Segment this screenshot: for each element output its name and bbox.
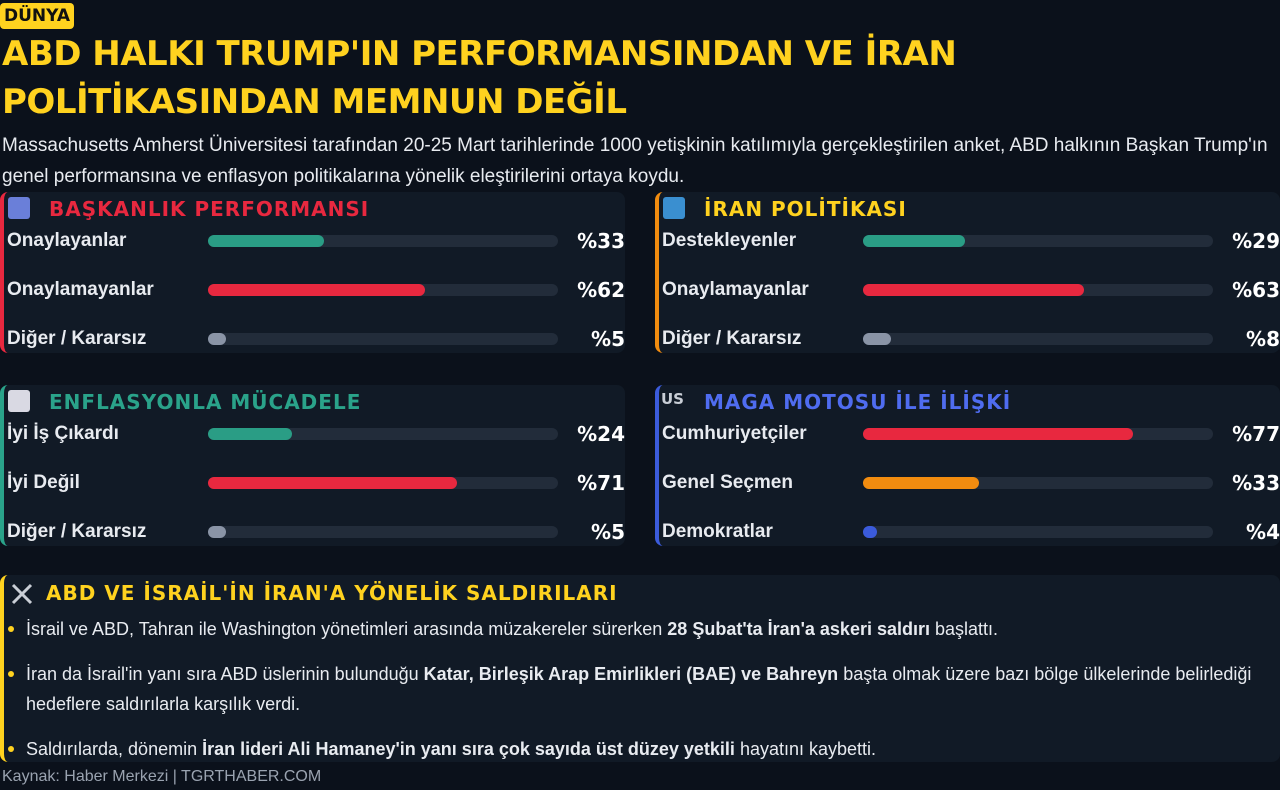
row-label: Destekleyenler xyxy=(662,230,797,251)
lead: Massachusetts Amherst Üniversitesi taraf… xyxy=(2,135,1268,187)
bar xyxy=(208,333,226,345)
panel-icon: US xyxy=(661,390,684,408)
row-label: İyi Değil xyxy=(7,472,80,493)
row-label: İyi İş Çıkardı xyxy=(7,423,119,444)
bullet xyxy=(8,626,14,632)
bar xyxy=(208,284,425,296)
value-label: %4 xyxy=(1246,520,1280,544)
bar-track xyxy=(208,526,558,538)
note-item: İsrail ve ABD, Tahran ile Washington yön… xyxy=(26,614,1266,644)
row-label: Onaylamayanlar xyxy=(662,279,809,300)
panel-icon xyxy=(663,197,685,219)
value-label: %62 xyxy=(577,278,625,302)
headline: ABD HALKI TRUMP'IN PERFORMANSINDAN VE İR… xyxy=(2,34,957,122)
bullet xyxy=(8,671,14,677)
panel-title: İRAN POLİTİKASI xyxy=(704,197,907,221)
row-label: Genel Seçmen xyxy=(662,472,793,493)
panel-icon xyxy=(8,197,30,219)
emphasis: 28 Şubat'ta İran'a askeri saldırı xyxy=(667,619,930,639)
value-label: %33 xyxy=(1232,471,1280,495)
panel-title: BAŞKANLIK PERFORMANSI xyxy=(49,197,370,221)
bar-track xyxy=(863,526,1213,538)
chart-panel xyxy=(0,385,625,546)
chart-panel xyxy=(655,192,1280,353)
row-label: Cumhuriyetçiler xyxy=(662,423,807,444)
bar xyxy=(863,284,1084,296)
text: başta olmak üzere bazı bölge ülkelerinde… xyxy=(26,664,1252,714)
text: İran da İsrail'in yanı sıra ABD üslerini… xyxy=(26,664,424,684)
value-label: %8 xyxy=(1246,327,1280,351)
value-label: %24 xyxy=(577,422,625,446)
row-label: Onaylamayanlar xyxy=(7,279,154,300)
bar-track xyxy=(208,428,558,440)
value-label: %33 xyxy=(577,229,625,253)
value-label: %29 xyxy=(1232,229,1280,253)
bar xyxy=(208,428,292,440)
bar xyxy=(863,333,891,345)
bar xyxy=(863,526,877,538)
bar xyxy=(208,235,324,247)
emphasis: Katar, Birleşik Arap Emirlikleri (BAE) v… xyxy=(423,664,839,684)
row-label: Diğer / Kararsız xyxy=(7,521,147,542)
emphasis: İran lideri Ali Hamaney'in yanı sıra çok… xyxy=(202,739,735,759)
bar xyxy=(863,428,1133,440)
bar xyxy=(863,235,965,247)
row-label: Demokratlar xyxy=(662,521,773,542)
swords-icon xyxy=(11,583,33,605)
row-label: Diğer / Kararsız xyxy=(662,328,802,349)
panel-title: ENFLASYONLA MÜCADELE xyxy=(49,390,362,414)
chart-panel xyxy=(655,385,1280,546)
bullet xyxy=(8,746,14,752)
value-label: %63 xyxy=(1232,278,1280,302)
row-label: Diğer / Kararsız xyxy=(7,328,147,349)
text: başlattı. xyxy=(929,619,999,639)
value-label: %5 xyxy=(591,327,625,351)
bar xyxy=(208,526,226,538)
section-tag: DÜNYA xyxy=(0,3,74,29)
text: hayatını kaybetti. xyxy=(734,739,877,759)
panel-icon xyxy=(8,390,30,412)
value-label: %71 xyxy=(577,471,625,495)
notes-panel xyxy=(0,575,1280,762)
note-item: Saldırılarda, dönemin İran lideri Ali Ha… xyxy=(26,734,1266,764)
bar-track xyxy=(863,333,1213,345)
bar-track xyxy=(208,333,558,345)
text: Saldırılarda, dönemin xyxy=(26,739,203,759)
value-label: %5 xyxy=(591,520,625,544)
row-label: Onaylayanlar xyxy=(7,230,127,251)
bar xyxy=(863,477,979,489)
source: Kaynak: Haber Merkezi | TGRTHABER.COM xyxy=(2,768,322,785)
text: İsrail ve ABD, Tahran ile Washington yön… xyxy=(26,619,668,639)
chart-panel xyxy=(0,192,625,353)
bar xyxy=(208,477,457,489)
notes-title: ABD VE İSRAİL'İN İRAN'A YÖNELİK SALDIRIL… xyxy=(46,581,618,605)
note-item: İran da İsrail'in yanı sıra ABD üslerini… xyxy=(26,659,1266,719)
value-label: %77 xyxy=(1232,422,1280,446)
panel-title: MAGA MOTOSU İLE İLİŞKİ xyxy=(704,390,1012,414)
